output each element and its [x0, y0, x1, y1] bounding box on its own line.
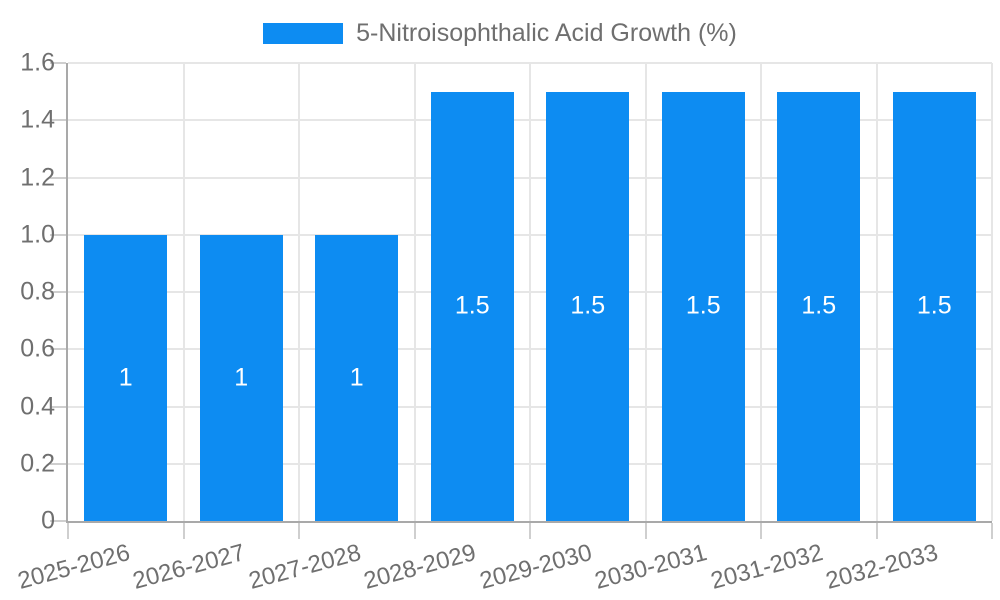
bar-value-label: 1.5: [916, 291, 952, 320]
bar-value-label: 1: [234, 363, 249, 392]
gridline-vertical: [529, 63, 531, 521]
legend[interactable]: 5-Nitroisophthalic Acid Growth (%): [0, 18, 1000, 48]
x-axis-tick-mark: [875, 523, 878, 539]
gridline-vertical: [182, 63, 185, 521]
x-axis-tick-mark: [991, 523, 993, 539]
y-axis-tick-mark: [50, 233, 66, 236]
x-axis-tick-mark: [298, 523, 300, 539]
bar[interactable]: [661, 91, 745, 521]
legend-swatch-icon: [263, 22, 344, 44]
y-axis-tick-label: 0.4: [20, 392, 55, 420]
legend-label: 5-Nitroisophthalic Acid Growth (%): [356, 19, 737, 47]
x-axis-tick-label: 2030-2031: [592, 539, 711, 595]
x-axis-tick-label: 2031-2032: [707, 539, 826, 595]
bar-value-label: 1.5: [454, 291, 490, 320]
bar[interactable]: [546, 91, 630, 521]
y-axis-tick-mark: [50, 405, 66, 408]
y-axis-tick-label: 1.2: [20, 163, 55, 191]
bar-value-label: 1.5: [570, 291, 606, 320]
gridline-vertical: [760, 63, 762, 521]
bar[interactable]: [892, 91, 976, 521]
x-axis-tick-label: 2032-2033: [823, 539, 942, 595]
y-axis-tick-label: 1.4: [20, 105, 55, 134]
y-axis-tick-label: 1.0: [20, 220, 55, 249]
y-axis-tick-label: 0.2: [20, 449, 55, 478]
x-axis-tick-mark: [67, 523, 69, 539]
x-axis-tick-mark: [760, 523, 762, 539]
plot-area: 0 0.2 0.4 0.6 0.8 1.0 1.2 1.4 1.6 1 2025-2026 1 2026…: [15, 50, 993, 595]
bar-value-label: 1: [118, 363, 133, 392]
gridline-vertical: [991, 63, 993, 521]
y-axis-tick-mark: [50, 462, 66, 465]
bar[interactable]: [199, 234, 283, 521]
bar[interactable]: [84, 234, 168, 521]
x-axis-tick-label: 2026-2027: [130, 539, 249, 595]
x-axis-tick-mark: [644, 523, 647, 539]
y-axis-tick-mark: [50, 62, 66, 64]
bar[interactable]: [430, 91, 514, 521]
y-axis-tick-mark: [50, 291, 66, 293]
y-axis-tick-label: 1.6: [20, 48, 55, 77]
x-axis-tick-mark: [182, 523, 185, 539]
gridline-vertical: [875, 63, 878, 521]
x-axis-tick-label: 2027-2028: [245, 539, 364, 595]
x-axis-tick-label: 2025-2026: [14, 539, 133, 595]
y-axis-tick-mark: [50, 176, 66, 179]
bar-value-label: 1: [349, 363, 364, 392]
y-axis-tick-label: 0.8: [20, 277, 55, 306]
x-axis-line: [66, 521, 992, 523]
y-axis-tick-mark: [50, 520, 66, 522]
y-axis-tick-label: 0: [41, 506, 55, 535]
gridline-vertical: [644, 63, 647, 521]
y-axis-line: [66, 63, 68, 523]
gridline-vertical: [298, 63, 300, 521]
y-axis-tick-label: 0.6: [20, 334, 55, 363]
y-axis-tick-mark: [50, 348, 66, 351]
gridline-vertical: [413, 63, 416, 521]
y-axis-tick-mark: [50, 119, 66, 122]
bar[interactable]: [777, 91, 861, 521]
x-axis-tick-label: 2028-2029: [361, 539, 480, 595]
bar-value-label: 1.5: [801, 291, 837, 320]
bar[interactable]: [315, 234, 399, 521]
bar-value-label: 1.5: [685, 291, 721, 320]
x-axis-tick-mark: [529, 523, 531, 539]
x-axis-tick-mark: [413, 523, 416, 539]
x-axis-tick-label: 2029-2030: [476, 539, 595, 595]
